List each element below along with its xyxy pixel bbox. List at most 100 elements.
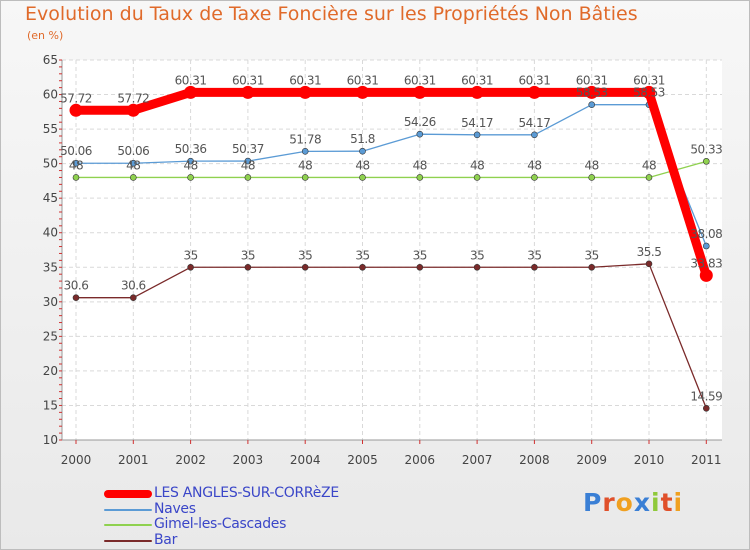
data-label-3: 30.6: [121, 279, 146, 293]
legend-label: Bar: [154, 531, 178, 548]
data-label-1: 51.78: [289, 132, 321, 146]
legend-swatch: [104, 508, 152, 511]
data-label-0: 60.31: [232, 73, 264, 87]
x-tick-label: 2006: [405, 453, 436, 467]
y-tick-label: 15: [43, 398, 58, 412]
y-tick-label: 25: [43, 329, 58, 343]
data-point-3: [359, 263, 366, 271]
y-tick-label: 20: [43, 364, 58, 378]
data-point-2: [244, 174, 252, 181]
data-point-2: [72, 174, 80, 181]
data-label-0: 60.31: [175, 73, 207, 87]
data-label-2: 50.33: [690, 142, 722, 156]
data-label-3: 35: [355, 248, 369, 262]
y-tick-label: 55: [43, 122, 58, 136]
data-label-1: 50.37: [232, 142, 264, 156]
data-label-1: 50.06: [117, 144, 149, 158]
x-tick-label: 2003: [233, 453, 264, 467]
x-tick-label: 2011: [691, 453, 722, 467]
data-point-0: [585, 85, 599, 99]
data-label-3: 14.59: [690, 389, 722, 403]
data-point-0: [642, 85, 656, 99]
data-label-0: 60.31: [461, 73, 493, 87]
data-point-1: [187, 157, 194, 165]
data-label-3: 35.5: [637, 245, 662, 259]
data-point-2: [531, 174, 538, 181]
series-line-2: [75, 160, 707, 179]
data-point-3: [588, 263, 596, 271]
data-point-1: [301, 148, 309, 155]
data-point-2: [359, 174, 366, 181]
data-point-2: [416, 174, 424, 181]
data-point-1: [702, 242, 710, 250]
data-point-3: [301, 263, 309, 271]
data-point-0: [126, 103, 140, 117]
data-point-2: [473, 174, 481, 181]
chart-title: Evolution du Taux de Taxe Foncière sur l…: [25, 3, 638, 25]
data-point-1: [130, 159, 137, 167]
x-tick-label: 2009: [576, 453, 607, 467]
x-tick-label: 2001: [118, 453, 149, 467]
x-tick-label: 2005: [347, 453, 378, 467]
data-point-1: [473, 131, 481, 139]
data-label-0: 33.83: [690, 256, 722, 270]
data-label-0: 60.31: [576, 73, 608, 87]
data-label-3: 35: [241, 248, 255, 262]
logo-letter: t: [660, 488, 674, 517]
data-point-2: [301, 174, 309, 181]
data-label-1: 50.06: [60, 144, 92, 158]
legend-swatch: [104, 539, 152, 542]
data-point-0: [69, 103, 83, 117]
data-label-3: 35: [527, 248, 541, 262]
data-label-1: 51.8: [350, 132, 375, 146]
x-tick-label: 2002: [175, 453, 206, 467]
data-point-1: [359, 147, 366, 155]
data-point-1: [531, 131, 538, 139]
data-point-3: [531, 263, 538, 271]
logo-letter: r: [602, 488, 616, 517]
data-point-0: [356, 85, 369, 99]
data-label-3: 35: [183, 248, 197, 262]
data-point-1: [416, 130, 424, 138]
data-label-1: 58.53: [633, 86, 665, 100]
y-tick-label: 50: [43, 157, 58, 171]
data-point-1: [72, 159, 80, 167]
series-line-0: [71, 87, 711, 280]
legend-label: LES ANGLES-SUR-CORRèZE: [154, 485, 339, 501]
data-point-0: [241, 85, 255, 99]
data-label-0: 60.31: [404, 73, 436, 87]
data-label-2: 48: [241, 158, 255, 172]
data-label-1: 54.17: [461, 116, 493, 130]
data-label-2: 48: [183, 158, 197, 172]
data-point-2: [187, 174, 194, 181]
legend-label: Gimel-les-Cascades: [154, 516, 287, 532]
data-point-0: [699, 268, 713, 282]
y-tick-label: 65: [43, 53, 58, 67]
data-label-2: 48: [69, 158, 83, 172]
y-tick-label: 30: [43, 295, 58, 309]
data-label-3: 35: [413, 248, 427, 262]
data-point-0: [298, 85, 312, 99]
plot-area: [62, 60, 722, 440]
data-label-1: 54.26: [404, 115, 436, 129]
data-label-1: 54.17: [518, 116, 550, 130]
series-line-1: [75, 104, 707, 247]
x-tick-label: 2000: [61, 453, 92, 467]
y-tick-label: 60: [43, 88, 58, 102]
data-point-0: [413, 85, 427, 99]
data-point-1: [588, 101, 596, 109]
data-label-2: 48: [126, 158, 140, 172]
data-point-3: [130, 294, 137, 301]
data-label-2: 48: [585, 158, 599, 172]
logo-letter: x: [633, 488, 651, 517]
data-point-2: [588, 174, 596, 181]
legend-swatch: [104, 490, 152, 498]
data-point-3: [72, 294, 80, 301]
y-tick-label: 35: [43, 260, 58, 274]
data-label-1: 50.36: [175, 142, 207, 156]
data-point-2: [130, 174, 137, 181]
legend-label: Naves: [154, 500, 196, 517]
data-point-3: [702, 404, 710, 412]
data-label-2: 48: [413, 158, 427, 172]
